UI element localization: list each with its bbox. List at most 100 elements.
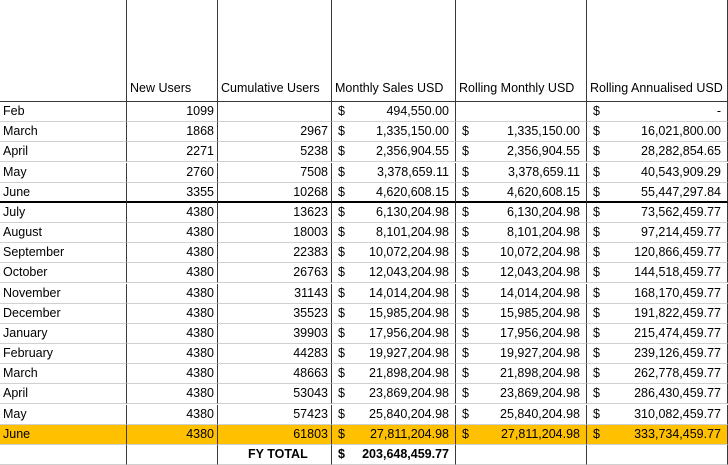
currency-symbol: $ — [338, 265, 345, 280]
currency-cell: $3,378,659.11 — [332, 162, 456, 183]
currency-cell: $73,562,459.77 — [587, 202, 728, 223]
currency-cell: $6,130,204.98 — [456, 202, 587, 223]
currency-symbol: $ — [462, 325, 469, 340]
currency-cell: $23,869,204.98 — [456, 384, 587, 405]
currency-symbol: $ — [338, 144, 345, 159]
empty-cell — [0, 444, 127, 465]
currency-cell: $21,898,204.98 — [332, 364, 456, 385]
currency-cell: $17,956,204.98 — [332, 323, 456, 344]
number-cell: 4380 — [127, 384, 218, 405]
amount: 25,840,204.98 — [500, 406, 580, 421]
currency-cell: $21,898,204.98 — [456, 364, 587, 385]
column-header: Rolling Annualised USD — [587, 0, 728, 102]
currency-symbol: $ — [593, 104, 600, 118]
amount: 191,822,459.77 — [634, 305, 721, 320]
month-cell: February — [0, 344, 127, 365]
currency-symbol: $ — [593, 245, 600, 260]
currency-symbol: $ — [462, 204, 469, 219]
currency-symbol: $ — [593, 346, 600, 360]
number-cell: 39903 — [218, 323, 332, 344]
amount: 14,014,204.98 — [369, 285, 449, 300]
currency-cell: $25,840,204.98 — [332, 404, 456, 425]
currency-symbol: $ — [338, 184, 345, 199]
number-cell: 4380 — [127, 344, 218, 365]
currency-cell: $19,927,204.98 — [332, 344, 456, 365]
currency-symbol: $ — [593, 184, 600, 199]
currency-symbol: $ — [593, 124, 600, 139]
number-cell: 48663 — [218, 364, 332, 385]
amount: 2,356,904.55 — [507, 144, 580, 159]
currency-symbol: $ — [593, 305, 600, 320]
month-cell: November — [0, 283, 127, 304]
amount: 6,130,204.98 — [507, 204, 580, 219]
empty-cell — [456, 444, 587, 465]
currency-cell: $239,126,459.77 — [587, 344, 728, 365]
currency-symbol: $ — [338, 245, 345, 260]
currency-cell: $168,170,459.77 — [587, 283, 728, 304]
currency-cell: $16,021,800.00 — [587, 122, 728, 143]
amount: 10,072,204.98 — [369, 245, 449, 260]
currency-symbol: $ — [338, 164, 345, 179]
currency-symbol: $ — [593, 285, 600, 300]
currency-symbol: $ — [462, 144, 469, 159]
number-cell: 13623 — [218, 202, 332, 223]
amount: 494,550.00 — [386, 104, 449, 118]
amount: 40,543,909.29 — [641, 164, 721, 179]
currency-cell: $120,866,459.77 — [587, 243, 728, 264]
number-cell: 31143 — [218, 283, 332, 304]
column-header: Cumulative Users — [218, 0, 332, 102]
currency-cell: $12,043,204.98 — [456, 263, 587, 284]
currency-symbol: $ — [593, 406, 600, 421]
currency-symbol: $ — [462, 346, 469, 360]
currency-cell: $10,072,204.98 — [332, 243, 456, 264]
amount: 21,898,204.98 — [500, 366, 580, 381]
amount: 286,430,459.77 — [634, 386, 721, 401]
amount: 215,474,459.77 — [634, 325, 721, 340]
number-cell: 3355 — [127, 182, 218, 203]
currency-cell: $ - — [587, 102, 728, 123]
column-header: New Users — [127, 0, 218, 102]
currency-cell: $28,282,854.65 — [587, 142, 728, 163]
amount: 15,985,204.98 — [500, 305, 580, 320]
amount: 144,518,459.77 — [634, 265, 721, 280]
amount: 17,956,204.98 — [369, 325, 449, 340]
currency-cell: $27,811,204.98 — [456, 424, 587, 445]
amount: 262,778,459.77 — [634, 366, 721, 381]
amount: 17,956,204.98 — [500, 325, 580, 340]
number-cell — [218, 102, 332, 123]
currency-cell: $14,014,204.98 — [456, 283, 587, 304]
currency-cell: $23,869,204.98 — [332, 384, 456, 405]
currency-cell: $19,927,204.98 — [456, 344, 587, 365]
amount: 310,082,459.77 — [634, 406, 721, 421]
number-cell: 4380 — [127, 283, 218, 304]
currency-symbol: $ — [338, 305, 345, 320]
currency-symbol: $ — [462, 386, 469, 401]
amount: 97,214,459.77 — [641, 225, 721, 239]
month-cell: March — [0, 364, 127, 385]
currency-symbol: $ — [338, 366, 345, 381]
number-cell: 18003 — [218, 223, 332, 244]
amount: 12,043,204.98 — [500, 265, 580, 280]
month-cell: March — [0, 122, 127, 143]
number-cell: 4380 — [127, 303, 218, 324]
number-cell: 2967 — [218, 122, 332, 143]
currency-symbol: $ — [462, 285, 469, 300]
column-header: Rolling Monthly USD — [456, 0, 587, 102]
month-cell: August — [0, 223, 127, 244]
currency-symbol: $ — [462, 245, 469, 260]
amount: 16,021,800.00 — [641, 124, 721, 139]
currency-symbol: $ — [462, 366, 469, 381]
amount: 1,335,150.00 — [376, 124, 449, 139]
currency-symbol: $ — [593, 426, 600, 441]
currency-cell: $97,214,459.77 — [587, 223, 728, 244]
month-cell: April — [0, 142, 127, 163]
currency-cell: $144,518,459.77 — [587, 263, 728, 284]
currency-cell: $215,474,459.77 — [587, 323, 728, 344]
currency-cell: $2,356,904.55 — [332, 142, 456, 163]
currency-symbol: $ — [338, 104, 345, 118]
currency-symbol: $ — [462, 124, 469, 139]
month-cell: October — [0, 263, 127, 284]
amount: 3,378,659.11 — [376, 164, 449, 179]
currency-symbol: $ — [338, 386, 345, 401]
